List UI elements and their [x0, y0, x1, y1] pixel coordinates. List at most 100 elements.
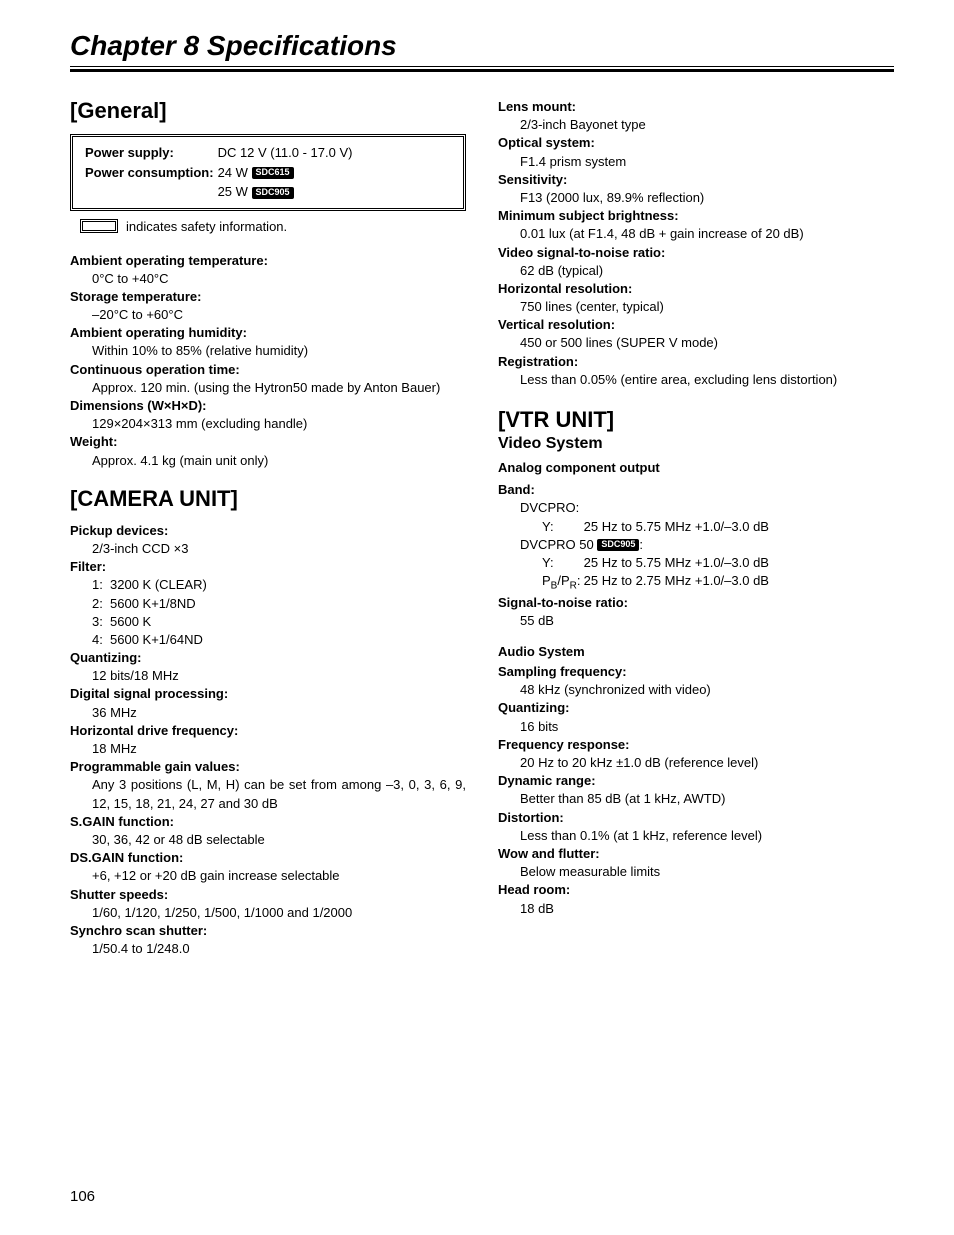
- spec-value: Less than 0.05% (entire area, excluding …: [498, 371, 894, 389]
- spec-value: 20 Hz to 20 kHz ±1.0 dB (reference level…: [498, 754, 894, 772]
- spec-label: Optical system:: [498, 134, 894, 152]
- general-specs: Ambient operating temperature:0°C to +40…: [70, 252, 466, 470]
- left-column: [General] Power supply: DC 12 V (11.0 - …: [70, 92, 466, 958]
- spec-label: Vertical resolution:: [498, 316, 894, 334]
- spec-label: Lens mount:: [498, 98, 894, 116]
- spec-value: 129×204×313 mm (excluding handle): [70, 415, 466, 433]
- spec-value: Less than 0.1% (at 1 kHz, reference leve…: [498, 827, 894, 845]
- power-consumption-1-value: 24 W: [218, 165, 248, 180]
- pickup-devices-value: 2/3-inch CCD ×3: [70, 540, 466, 558]
- right-column: Lens mount:2/3-inch Bayonet typeOptical …: [498, 92, 894, 958]
- spec-label: Programmable gain values:: [70, 758, 466, 776]
- spec-label: Horizontal resolution:: [498, 280, 894, 298]
- badge-sdc615: SDC615: [252, 167, 294, 179]
- spec-value: Approx. 120 min. (using the Hytron50 mad…: [70, 379, 466, 397]
- spec-label: Dynamic range:: [498, 772, 894, 790]
- filter-row: 1:3200 K (CLEAR): [70, 576, 466, 594]
- spec-value: Any 3 positions (L, M, H) can be set fro…: [70, 776, 466, 812]
- dvcpro50-label: DVCPRO 50: [520, 537, 594, 552]
- video-system-specs: Analog component output Band: DVCPRO: Y:…: [498, 459, 894, 630]
- spec-value: 18 dB: [498, 900, 894, 918]
- page-number: 106: [70, 1188, 95, 1205]
- dvcpro-y-value: 25 Hz to 5.75 MHz +1.0/–3.0 dB: [584, 519, 769, 534]
- audio-specs: Sampling frequency:48 kHz (synchronized …: [498, 663, 894, 918]
- filter-row: 4:5600 K+1/64ND: [70, 631, 466, 649]
- spec-value: Better than 85 dB (at 1 kHz, AWTD): [498, 790, 894, 808]
- spec-label: Horizontal drive frequency:: [70, 722, 466, 740]
- safety-note-text: indicates safety information.: [126, 219, 287, 234]
- spec-label: Dimensions (W×H×D):: [70, 397, 466, 415]
- spec-label: Minimum subject brightness:: [498, 207, 894, 225]
- spec-value: 12 bits/18 MHz: [70, 667, 466, 685]
- spec-value: 62 dB (typical): [498, 262, 894, 280]
- badge-sdc905: SDC905: [252, 187, 294, 199]
- dvcpro50-y-value: 25 Hz to 5.75 MHz +1.0/–3.0 dB: [584, 555, 769, 570]
- band-label: Band:: [498, 481, 894, 499]
- filter-label: Filter:: [70, 558, 466, 576]
- general-heading: [General]: [70, 98, 466, 124]
- dvcpro50-label-row: DVCPRO 50 SDC905:: [498, 536, 894, 554]
- spec-value: +6, +12 or +20 dB gain increase selectab…: [70, 867, 466, 885]
- safety-box: Power supply: DC 12 V (11.0 - 17.0 V) Po…: [70, 134, 466, 211]
- spec-label: Head room:: [498, 881, 894, 899]
- spec-label: Video signal-to-noise ratio:: [498, 244, 894, 262]
- dvcpro-label: DVCPRO:: [498, 499, 894, 517]
- spec-label: Weight:: [70, 433, 466, 451]
- camera-unit-heading: [CAMERA UNIT]: [70, 486, 466, 512]
- divider-top-thick: [70, 69, 894, 72]
- safety-note: indicates safety information.: [70, 219, 466, 234]
- spec-value: 1/60, 1/120, 1/250, 1/500, 1/1000 and 1/…: [70, 904, 466, 922]
- vtr-unit-heading: [VTR UNIT]: [498, 407, 894, 433]
- spec-value: 48 kHz (synchronized with video): [498, 681, 894, 699]
- filter-list: 1:3200 K (CLEAR)2:5600 K+1/8ND3:5600 K4:…: [70, 576, 466, 649]
- spec-value: 0.01 lux (at F1.4, 48 dB + gain increase…: [498, 225, 894, 243]
- audio-system-heading: Audio System: [498, 644, 894, 659]
- spec-label: Registration:: [498, 353, 894, 371]
- filter-row: 3:5600 K: [70, 613, 466, 631]
- snr-label: Signal-to-noise ratio:: [498, 594, 894, 612]
- spec-label: Continuous operation time:: [70, 361, 466, 379]
- spec-label: Wow and flutter:: [498, 845, 894, 863]
- dvcpro50-colon: :: [639, 537, 643, 552]
- spec-label: Ambient operating humidity:: [70, 324, 466, 342]
- spec-value: 30, 36, 42 or 48 dB selectable: [70, 831, 466, 849]
- safety-box-icon: [80, 219, 118, 233]
- spec-value: Below measurable limits: [498, 863, 894, 881]
- spec-value: 2/3-inch Bayonet type: [498, 116, 894, 134]
- filter-row: 2:5600 K+1/8ND: [70, 595, 466, 613]
- power-supply-label: Power supply:: [83, 143, 216, 163]
- spec-label: Frequency response:: [498, 736, 894, 754]
- snr-value: 55 dB: [498, 612, 894, 630]
- chapter-title: Chapter 8 Specifications: [70, 30, 894, 62]
- spec-value: Within 10% to 85% (relative humidity): [70, 342, 466, 360]
- video-system-heading: Video System: [498, 435, 894, 453]
- spec-label: Ambient operating temperature:: [70, 252, 466, 270]
- dvcpro50-y-label: Y:: [542, 554, 580, 572]
- spec-label: Sensitivity:: [498, 171, 894, 189]
- spec-label: Sampling frequency:: [498, 663, 894, 681]
- power-supply-value: DC 12 V (11.0 - 17.0 V): [216, 143, 355, 163]
- pickup-devices-label: Pickup devices:: [70, 522, 466, 540]
- spec-label: Shutter speeds:: [70, 886, 466, 904]
- right-top-specs: Lens mount:2/3-inch Bayonet typeOptical …: [498, 98, 894, 389]
- spec-label: S.GAIN function:: [70, 813, 466, 831]
- spec-label: Synchro scan shutter:: [70, 922, 466, 940]
- spec-value: F1.4 prism system: [498, 153, 894, 171]
- divider-top-thin: [70, 66, 894, 67]
- spec-label: Quantizing:: [70, 649, 466, 667]
- analog-component-output: Analog component output: [498, 459, 894, 477]
- spec-value: –20°C to +60°C: [70, 306, 466, 324]
- spec-value: 16 bits: [498, 718, 894, 736]
- pbpr-label: PB/PR:: [542, 572, 580, 594]
- spec-value: 0°C to +40°C: [70, 270, 466, 288]
- spec-value: Approx. 4.1 kg (main unit only): [70, 452, 466, 470]
- power-consumption-2-value: 25 W: [218, 184, 248, 199]
- spec-value: 750 lines (center, typical): [498, 298, 894, 316]
- spec-value: 36 MHz: [70, 704, 466, 722]
- camera-spec-items: Quantizing:12 bits/18 MHzDigital signal …: [70, 649, 466, 958]
- power-consumption-label: Power consumption:: [83, 163, 216, 183]
- spec-label: Distortion:: [498, 809, 894, 827]
- spec-label: DS.GAIN function:: [70, 849, 466, 867]
- spec-label: Digital signal processing:: [70, 685, 466, 703]
- badge-sdc905-2: SDC905: [597, 539, 639, 551]
